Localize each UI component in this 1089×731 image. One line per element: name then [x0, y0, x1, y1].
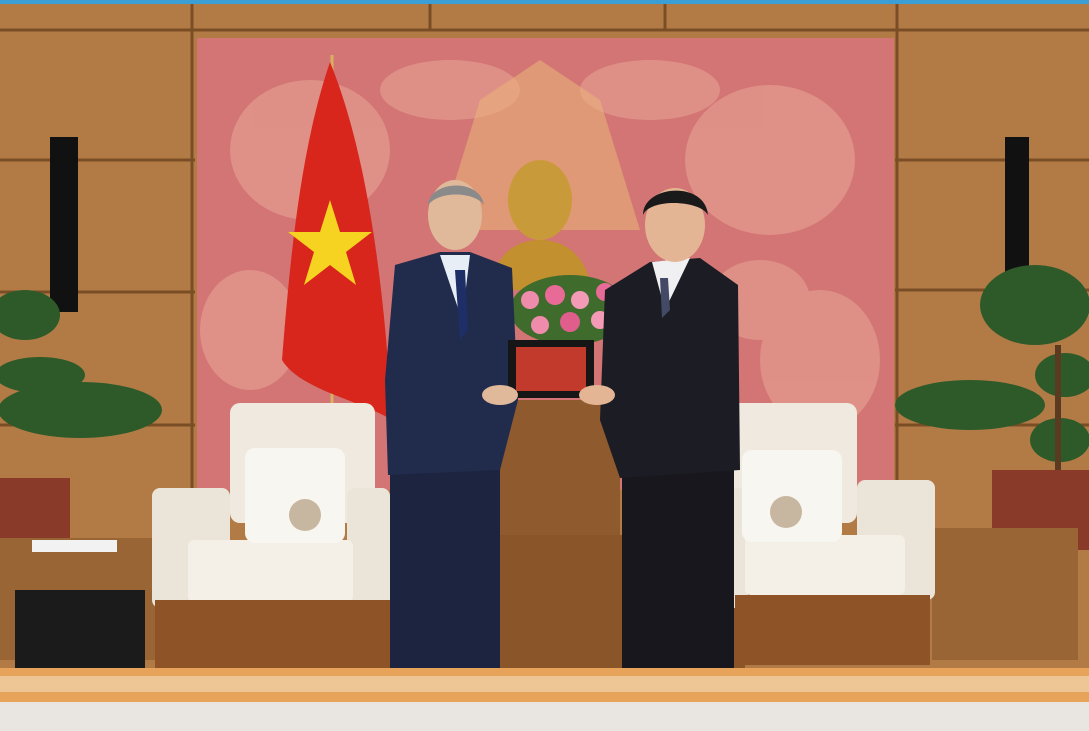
hand — [482, 385, 518, 405]
hand — [579, 385, 615, 405]
wall-panel-lines — [0, 0, 1089, 535]
person-left — [380, 180, 518, 702]
top-strip — [0, 0, 1089, 4]
papers — [32, 540, 117, 552]
frame-picture — [516, 347, 586, 391]
bonsai-right — [895, 265, 1089, 462]
pot — [0, 478, 70, 548]
flower-arrangement — [510, 275, 630, 345]
armchair-right — [720, 403, 935, 665]
armchair-left — [152, 403, 390, 678]
bonsai-trunk — [1055, 345, 1061, 475]
flag-star — [288, 200, 372, 285]
speaker — [1005, 137, 1029, 287]
mural-halo — [440, 60, 640, 230]
bonsai-left — [0, 290, 162, 438]
person-right — [600, 188, 740, 715]
side-table — [932, 528, 1078, 660]
bust-head — [508, 160, 572, 240]
speaker — [50, 137, 78, 312]
floor — [0, 702, 1089, 731]
carpet-pattern — [0, 676, 1089, 692]
